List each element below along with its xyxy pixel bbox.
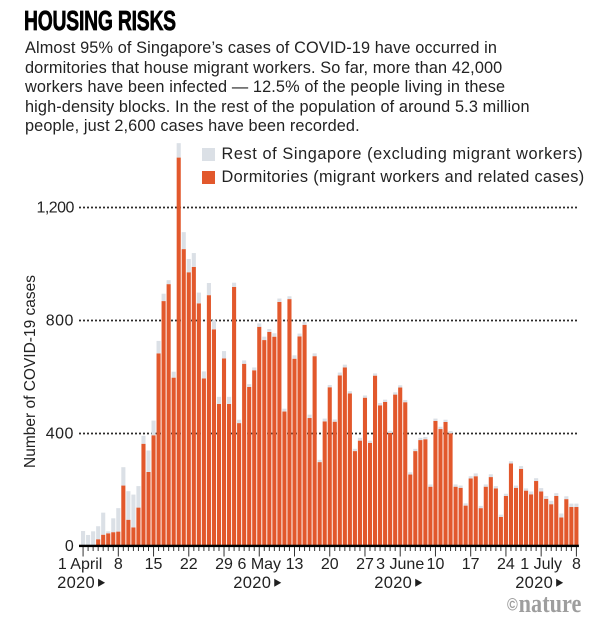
svg-text:2020: 2020: [515, 574, 553, 592]
svg-text:0: 0: [65, 538, 74, 555]
svg-text:6 May: 6 May: [237, 556, 281, 573]
svg-text:22: 22: [180, 556, 198, 573]
svg-text:2020: 2020: [233, 574, 271, 592]
svg-text:1 April: 1 April: [58, 556, 102, 573]
svg-text:400: 400: [46, 425, 74, 442]
svg-text:3 June: 3 June: [376, 556, 424, 573]
svg-text:24: 24: [497, 556, 515, 573]
svg-text:15: 15: [145, 556, 163, 573]
svg-text:2020: 2020: [57, 574, 95, 592]
svg-text:2020: 2020: [374, 574, 412, 592]
svg-text:8: 8: [572, 556, 581, 573]
svg-text:800: 800: [46, 312, 74, 329]
svg-text:8: 8: [114, 556, 123, 573]
svg-text:29: 29: [215, 556, 233, 573]
svg-text:Number of COVID-19 cases: Number of COVID-19 cases: [22, 275, 39, 468]
svg-text:13: 13: [286, 556, 304, 573]
svg-text:27: 27: [356, 556, 374, 573]
svg-text:17: 17: [462, 556, 480, 573]
svg-text:10: 10: [427, 556, 445, 573]
svg-text:1 July: 1 July: [520, 556, 562, 573]
svg-text:20: 20: [321, 556, 339, 573]
svg-text:1,200: 1,200: [37, 199, 75, 216]
